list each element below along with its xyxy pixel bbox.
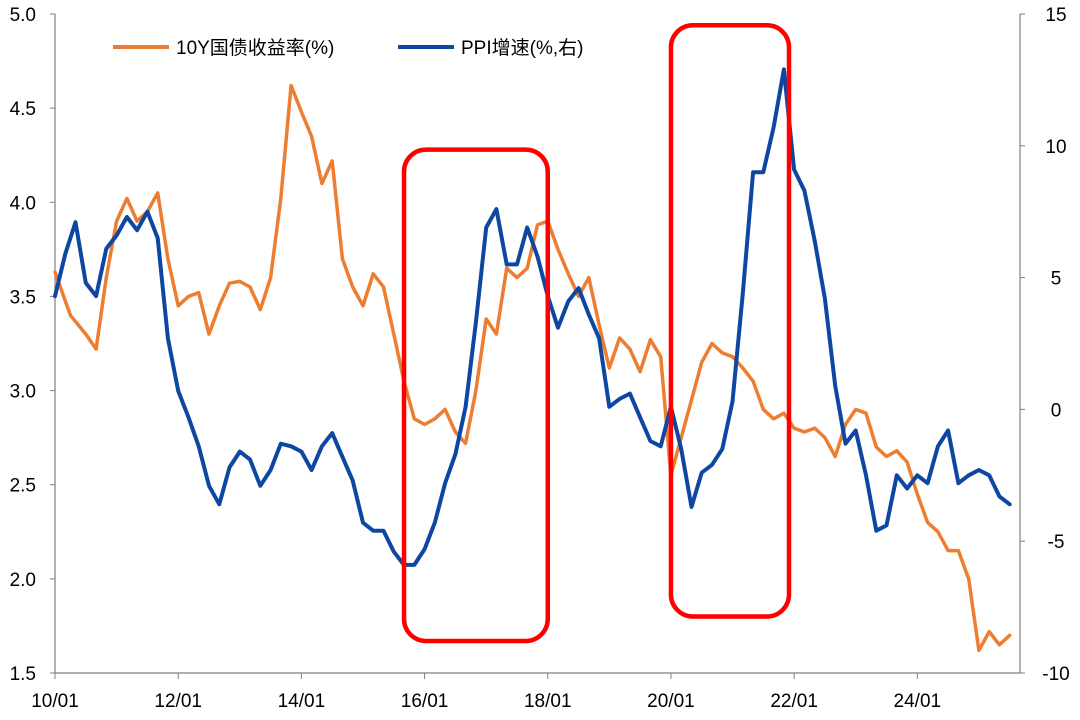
annotation-layer: [401, 23, 792, 644]
x-tick-label: 10/01: [31, 691, 79, 712]
series-line-10y-yield: [53, 83, 1012, 653]
right-axis-ticks: -10 -5 0 5 10 15: [1020, 5, 1070, 685]
x-axis-ticks: 10/01 12/01 14/01 16/01 18/01 20/01 22/01 24/01: [31, 673, 941, 712]
x-tick-label: 12/01: [154, 691, 202, 712]
x-tick-label: 14/01: [278, 691, 326, 712]
right-tick-label: 5: [1051, 269, 1062, 290]
highlight-box-1: [401, 147, 551, 644]
x-tick-label: 24/01: [894, 691, 942, 712]
left-tick-label: 3.0: [10, 382, 36, 403]
legend: 10Y国债收益率(%) PPI增速(%,右): [113, 37, 583, 59]
left-tick-label: 2.5: [10, 476, 36, 497]
x-tick-label: 18/01: [524, 691, 572, 712]
left-tick-label: 4.0: [10, 193, 36, 214]
axes: [54, 14, 1021, 674]
x-tick-label: 22/01: [770, 691, 818, 712]
legend-label: PPI增速(%,右): [461, 37, 583, 59]
x-tick-label: 20/01: [647, 691, 695, 712]
left-axis-ticks: 1.5 2.0 2.5 3.0 3.5 4.0 4.5 5.0: [10, 5, 55, 685]
legend-label: 10Y国债收益率(%): [176, 37, 334, 59]
right-tick-label: -5: [1048, 532, 1065, 553]
series-line-ppi: [53, 67, 1012, 567]
left-tick-label: 4.5: [10, 99, 36, 120]
right-tick-label: 10: [1045, 137, 1066, 158]
left-tick-label: 2.0: [10, 570, 36, 591]
highlight-box-2: [668, 23, 792, 619]
left-tick-label: 1.5: [10, 664, 36, 685]
right-tick-label: -10: [1042, 664, 1069, 685]
left-tick-label: 5.0: [10, 5, 36, 26]
x-tick-label: 16/01: [401, 691, 449, 712]
right-tick-label: 0: [1051, 400, 1062, 421]
series-layer: [53, 67, 1012, 653]
left-tick-label: 3.5: [10, 287, 36, 308]
right-tick-label: 15: [1045, 5, 1066, 26]
